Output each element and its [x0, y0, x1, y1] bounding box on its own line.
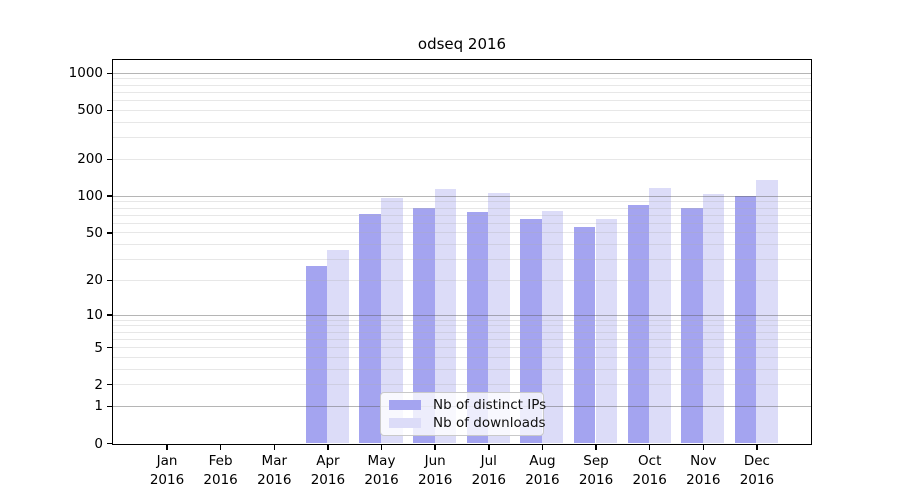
x-tick-label-mar: Mar 2016: [246, 452, 302, 490]
y-tick-100: [107, 195, 112, 197]
legend-label-downloads: Nb of downloads: [433, 415, 546, 431]
x-tick-sep: [595, 444, 597, 450]
bar-aug-ips: [520, 219, 542, 443]
x-tick-month: Nov: [690, 453, 717, 469]
y-tick-label-100: 100: [77, 188, 103, 205]
bar-may-downloads: [381, 197, 403, 443]
x-tick-label-nov: Nov 2016: [675, 452, 731, 490]
bar-nov-ips: [681, 207, 703, 443]
legend-swatch-downloads: [389, 418, 421, 428]
x-tick-month: Jan: [156, 453, 178, 469]
bar-sep-downloads: [595, 219, 618, 443]
x-tick-mar: [273, 444, 275, 450]
x-tick-year: 2016: [257, 472, 292, 488]
x-tick-oct: [648, 444, 651, 450]
x-tick-jul: [488, 444, 490, 450]
legend: Nb of distinct IPs Nb of downloads: [380, 392, 546, 436]
x-tick-label-dec: Dec 2016: [729, 452, 785, 490]
x-tick-year: 2016: [525, 472, 560, 488]
y-tick-0: [107, 442, 112, 445]
bar-may-ips: [359, 213, 381, 443]
y-tick-label-200: 200: [77, 151, 103, 168]
x-tick-year: 2016: [203, 472, 238, 488]
x-tick-aug: [541, 444, 544, 450]
x-tick-may: [380, 444, 383, 450]
legend-label-distinct-ips: Nb of distinct IPs: [433, 397, 547, 413]
y-tick-label-10: 10: [85, 307, 103, 323]
x-tick-month: Aug: [529, 453, 556, 469]
y-tick-1: [107, 405, 112, 408]
x-tick-year: 2016: [686, 472, 721, 488]
y-tick-500: [107, 109, 112, 112]
x-tick-month: Sep: [583, 453, 609, 469]
x-tick-year: 2016: [578, 472, 614, 488]
x-tick-month: Jul: [480, 453, 497, 469]
y-tick-label-20: 20: [85, 272, 103, 289]
x-tick-jan: [166, 444, 168, 450]
x-tick-label-oct: Oct 2016: [622, 452, 678, 490]
y-tick-label-5: 5: [94, 339, 103, 356]
legend-swatch-distinct-ips: [389, 400, 421, 410]
x-tick-month: May: [367, 453, 396, 469]
x-tick-month: Mar: [261, 453, 288, 469]
x-tick-dec: [756, 444, 758, 450]
x-tick-month: Apr: [316, 453, 340, 469]
x-tick-year: 2016: [471, 472, 506, 488]
x-tick-label-apr: Apr 2016: [300, 452, 356, 490]
bar-nov-downloads: [702, 193, 725, 443]
y-tick-label-2: 2: [94, 376, 103, 393]
x-tick-label-sep: Sep 2016: [568, 452, 624, 490]
y-tick-5: [107, 346, 112, 349]
x-tick-month: Feb: [208, 453, 233, 469]
x-tick-year: 2016: [364, 472, 399, 488]
x-tick-month: Dec: [743, 453, 770, 469]
y-tick-label-500: 500: [77, 102, 103, 119]
bar-apr-downloads: [327, 249, 349, 443]
bar-dec-ips: [734, 195, 757, 443]
legend-item-downloads: Nb of downloads: [389, 415, 546, 431]
bar-jul-ips: [466, 211, 489, 443]
plot-area: [112, 59, 812, 445]
x-tick-year: 2016: [739, 472, 775, 488]
y-tick-1000: [107, 72, 112, 74]
chart-title: odseq 2016: [417, 35, 507, 53]
bar-apr-ips: [305, 266, 328, 443]
legend-item-distinct-ips: Nb of distinct IPs: [389, 397, 546, 413]
x-tick-month: Oct: [638, 453, 662, 469]
x-tick-jun: [434, 444, 436, 450]
y-tick-label-1: 1: [94, 398, 103, 415]
bar-aug-downloads: [541, 210, 564, 443]
bar-oct-downloads: [649, 187, 671, 443]
bar-dec-downloads: [756, 179, 778, 443]
x-tick-year: 2016: [418, 472, 453, 488]
x-tick-label-jun: Jun 2016: [407, 452, 463, 490]
x-tick-year: 2016: [310, 472, 346, 488]
x-tick-year: 2016: [149, 472, 185, 488]
x-tick-nov: [702, 444, 705, 450]
x-tick-year: 2016: [632, 472, 667, 488]
y-tick-200: [107, 158, 112, 160]
bar-oct-ips: [627, 204, 650, 443]
x-tick-label-feb: Feb 2016: [193, 452, 249, 490]
x-tick-label-jan: Jan 2016: [139, 452, 195, 490]
bar-sep-ips: [573, 227, 596, 443]
y-tick-20: [107, 279, 112, 282]
x-tick-label-jul: Jul 2016: [461, 452, 517, 490]
bar-jun-ips: [413, 207, 435, 443]
y-tick-10: [107, 314, 112, 316]
x-tick-label-aug: Aug 2016: [514, 452, 570, 490]
y-tick-label-0: 0: [94, 435, 103, 452]
y-tick-2: [107, 383, 112, 386]
y-tick-label-50: 50: [85, 224, 103, 241]
y-tick-label-1000: 1000: [68, 65, 103, 82]
y-tick-50: [107, 232, 112, 234]
bar-jul-downloads: [488, 192, 510, 443]
bar-jun-downloads: [434, 189, 457, 443]
x-tick-month: Jun: [424, 453, 446, 469]
x-tick-apr: [327, 444, 329, 450]
x-tick-feb: [219, 444, 222, 450]
bars-layer: [113, 60, 811, 444]
x-tick-label-may: May 2016: [354, 452, 410, 490]
